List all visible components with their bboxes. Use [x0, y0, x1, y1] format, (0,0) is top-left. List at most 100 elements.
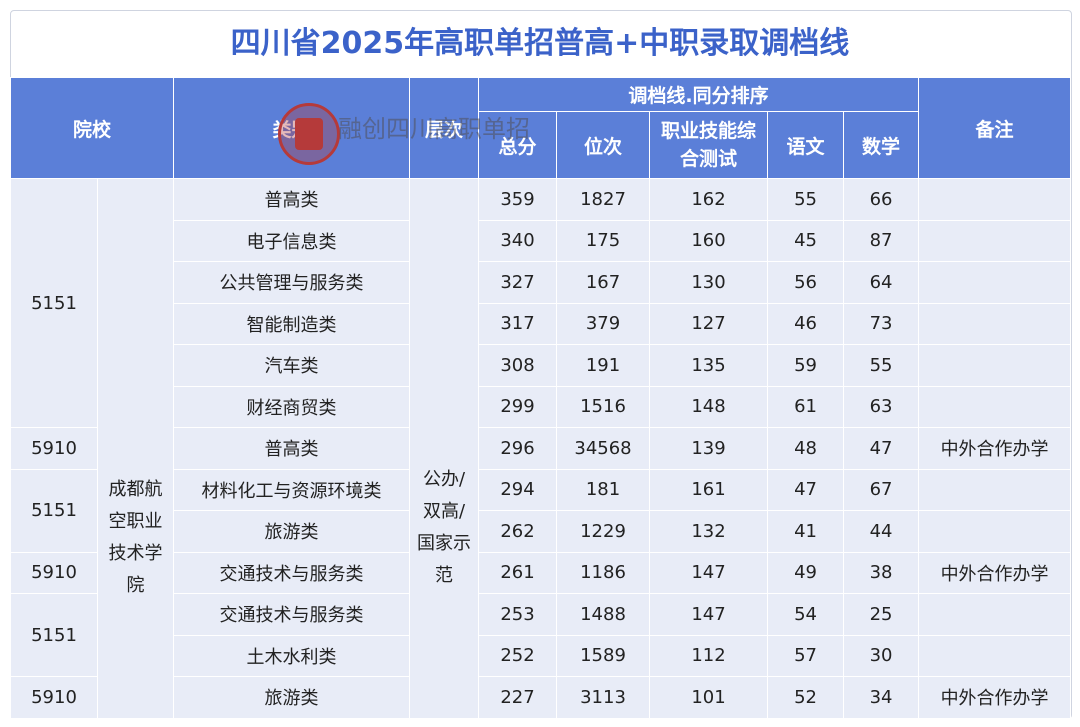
skill-cell: 135 [649, 344, 769, 387]
note-cell [918, 634, 1072, 677]
table-row: 智能制造类 317 379 127 46 73 [11, 302, 1072, 345]
math-cell: 66 [843, 178, 920, 221]
chinese-cell: 47 [767, 468, 845, 511]
table-row: 旅游类 262 1229 132 41 44 [11, 510, 1072, 553]
total-cell: 262 [478, 510, 558, 553]
header-skill-text: 职业技能综合测试 [661, 120, 757, 170]
code-cell: 5151 [10, 468, 98, 553]
skill-cell: 132 [649, 510, 769, 553]
math-cell: 64 [843, 261, 920, 304]
category-cell: 财经商贸类 [173, 385, 411, 428]
note-cell [918, 593, 1072, 636]
code-cell: 5910 [10, 427, 98, 470]
table-row: 电子信息类 340 175 160 45 87 [11, 219, 1072, 262]
total-cell: 294 [478, 468, 558, 511]
header-note: 备注 [918, 77, 1072, 179]
rank-cell: 1516 [556, 385, 651, 428]
table-row: 汽车类 308 191 135 59 55 [11, 344, 1072, 387]
skill-cell: 147 [649, 593, 769, 636]
total-cell: 261 [478, 551, 558, 594]
total-cell: 296 [478, 427, 558, 470]
math-cell: 87 [843, 219, 920, 262]
category-cell: 汽车类 [173, 344, 411, 387]
code-cell: 5151 [10, 178, 98, 428]
header-category: 类别 [173, 77, 411, 179]
table-body: 5151 成都航空职业技术学院 普高类 公办/双高/国家示范 359 1827 162 55 6… [10, 178, 1072, 719]
chinese-cell: 57 [767, 634, 845, 677]
chinese-cell: 56 [767, 261, 845, 304]
college-name: 成都航空职业技术学院 [108, 479, 163, 597]
math-cell: 67 [843, 468, 920, 511]
math-cell: 30 [843, 634, 920, 677]
category-cell: 材料化工与资源环境类 [173, 468, 411, 511]
chinese-cell: 59 [767, 344, 845, 387]
category-cell: 智能制造类 [173, 302, 411, 345]
total-cell: 359 [478, 178, 558, 221]
rank-cell: 175 [556, 219, 651, 262]
header-college: 院校 [9, 77, 175, 179]
skill-cell: 139 [649, 427, 769, 470]
note-cell [918, 468, 1072, 511]
rank-cell: 181 [556, 468, 651, 511]
skill-cell: 162 [649, 178, 769, 221]
rank-cell: 191 [556, 344, 651, 387]
note-cell: 中外合作办学 [918, 427, 1072, 470]
chinese-cell: 45 [767, 219, 845, 262]
rank-cell: 379 [556, 302, 651, 345]
math-cell: 55 [843, 344, 920, 387]
total-cell: 252 [478, 634, 558, 677]
note-cell [918, 219, 1072, 262]
code-cell: 5151 [10, 593, 98, 677]
total-cell: 299 [478, 385, 558, 428]
category-cell: 普高类 [173, 427, 411, 470]
rank-cell: 34568 [556, 427, 651, 470]
table-row: 土木水利类 252 1589 112 57 30 [11, 634, 1072, 677]
table-row: 5910 普高类 296 34568 139 48 47 中外合作办学 [10, 427, 1072, 470]
chinese-cell: 46 [767, 302, 845, 345]
chinese-cell: 49 [767, 551, 845, 594]
total-cell: 340 [478, 219, 558, 262]
table-row: 5151 成都航空职业技术学院 普高类 公办/双高/国家示范 359 1827 162 55 6… [10, 178, 1072, 719]
skill-cell: 112 [649, 634, 769, 677]
table-row: 财经商贸类 299 1516 148 61 63 [11, 385, 1072, 428]
category-cell: 普高类 [173, 178, 411, 221]
category-cell: 旅游类 [173, 676, 411, 719]
rank-cell: 167 [556, 261, 651, 304]
note-cell [918, 302, 1072, 345]
category-cell: 旅游类 [173, 510, 411, 553]
rank-cell: 1488 [556, 593, 651, 636]
total-cell: 227 [478, 676, 558, 719]
math-cell: 25 [843, 593, 920, 636]
skill-cell: 161 [649, 468, 769, 511]
math-cell: 47 [843, 427, 920, 470]
level-value: 公办/双高/国家示范 [417, 469, 471, 587]
category-cell: 交通技术与服务类 [173, 551, 411, 594]
college-name-cell: 成都航空职业技术学院 [96, 178, 175, 719]
skill-cell: 130 [649, 261, 769, 304]
math-cell: 44 [843, 510, 920, 553]
total-cell: 327 [478, 261, 558, 304]
page-title: 四川省2025年高职单招普高+中职录取调档线 [230, 26, 850, 61]
chinese-cell: 41 [767, 510, 845, 553]
header-total: 总分 [478, 111, 558, 179]
math-cell: 63 [843, 385, 920, 428]
rank-cell: 1229 [556, 510, 651, 553]
category-cell: 公共管理与服务类 [173, 261, 411, 304]
header-chinese: 语文 [767, 111, 845, 179]
rank-cell: 3113 [556, 676, 651, 719]
chinese-cell: 55 [767, 178, 845, 221]
note-cell [918, 261, 1072, 304]
note-cell: 中外合作办学 [918, 551, 1072, 594]
table-row: 5151 交通技术与服务类 253 1488 147 54 25 [10, 593, 1072, 677]
skill-cell: 101 [649, 676, 769, 719]
note-cell [918, 385, 1072, 428]
header-skill: 职业技能综合测试 [649, 111, 769, 179]
category-cell: 电子信息类 [173, 219, 411, 262]
code-cell: 5910 [10, 551, 98, 594]
skill-cell: 160 [649, 219, 769, 262]
note-cell [918, 178, 1072, 221]
table-row: 公共管理与服务类 327 167 130 56 64 [11, 261, 1072, 304]
category-cell: 交通技术与服务类 [173, 593, 411, 636]
category-cell: 土木水利类 [173, 634, 411, 677]
header-group: 调档线.同分排序 [478, 77, 920, 112]
